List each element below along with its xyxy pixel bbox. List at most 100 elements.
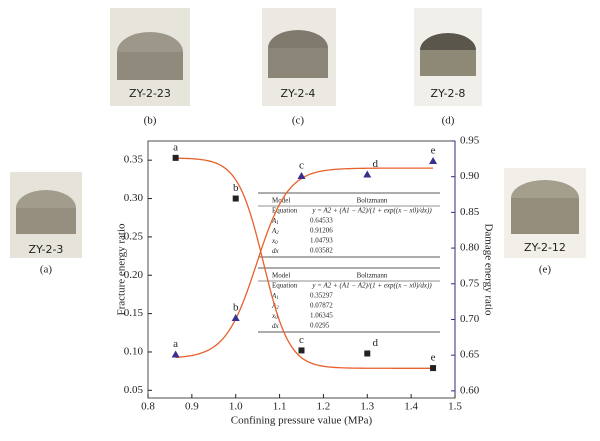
point-label: c	[299, 160, 304, 172]
specimen	[268, 48, 328, 78]
specimen	[16, 208, 76, 234]
table-key: x0	[271, 312, 278, 322]
square-marker	[430, 365, 437, 372]
photo-b	[110, 8, 190, 106]
photo-caption: (a)	[40, 264, 53, 276]
photo-tag: ZY-2-12	[524, 241, 566, 254]
point-label: e	[431, 145, 436, 157]
photo-caption: (c)	[292, 115, 305, 127]
triangle-marker	[231, 314, 240, 322]
y2-tick-label: 0.70	[460, 313, 480, 325]
photo-tag: ZY-2-3	[29, 243, 64, 256]
y-tick-label: 0.05	[124, 384, 144, 396]
photo-caption: (b)	[144, 115, 157, 127]
fit-curve	[175, 157, 434, 369]
y2-tick-label: 0.90	[460, 170, 480, 182]
triangle-marker	[363, 170, 372, 178]
point-label: c	[299, 334, 304, 346]
photo-caption: (e)	[539, 264, 552, 276]
table-value: y = A2 + (A1 − A2)/(1 + exp((x − x0)/dx)…	[311, 207, 432, 215]
photo-tag: ZY-2-4	[281, 87, 316, 100]
x-tick-label: 1.3	[360, 401, 374, 413]
param-name: A	[271, 292, 277, 300]
square-marker	[364, 350, 371, 357]
point-label: e	[431, 352, 436, 364]
x-tick-label: 1.5	[448, 401, 462, 413]
specimen	[511, 198, 579, 234]
point-label: d	[373, 158, 379, 170]
point-label: b	[233, 302, 239, 314]
photo-d	[414, 8, 482, 106]
table-value: 0.35297	[310, 292, 333, 300]
table-value: 1.06345	[310, 312, 333, 320]
square-marker	[298, 347, 305, 354]
y-tick-label: 0.25	[124, 230, 144, 242]
y2-tick-label: 0.95	[460, 135, 480, 147]
param-name: dx	[272, 247, 280, 255]
param-sub: 0	[275, 241, 278, 246]
param-sub: 2	[276, 231, 279, 236]
table-value: 0.07872	[310, 302, 333, 310]
y-tick-label: 0.20	[124, 269, 144, 281]
table-key: Model	[272, 272, 290, 280]
photo-c	[262, 8, 336, 106]
triangle-marker	[171, 350, 180, 358]
table-value: 0.64533	[310, 217, 333, 225]
y2-axis-label: Damage energy ratio	[482, 223, 494, 316]
x-tick-label: 0.8	[141, 401, 155, 413]
specimen	[117, 52, 183, 80]
x-tick-label: 1.0	[229, 401, 243, 413]
table-value: Boltzmann	[357, 197, 388, 205]
table-value: 0.0295	[310, 322, 330, 330]
photo-e	[504, 168, 586, 258]
photo-tag: ZY-2-8	[431, 87, 466, 100]
table-key: x0	[271, 237, 278, 247]
y2-tick-label: 0.75	[460, 277, 480, 289]
y2-tick-label: 0.80	[460, 242, 480, 254]
square-marker	[172, 154, 179, 161]
table-value: 1.04793	[310, 237, 333, 245]
x-tick-label: 0.9	[185, 401, 199, 413]
square-marker	[232, 195, 239, 202]
table-key: dx	[272, 322, 280, 330]
param-name: x	[271, 312, 276, 320]
y-axis-label: Fracture energy ratio	[116, 223, 128, 316]
photo-a	[10, 172, 82, 258]
param-sub: 1	[276, 296, 279, 301]
x-axis-label: Confining pressure value (MPa)	[231, 415, 373, 427]
x-tick-label: 1.1	[273, 401, 287, 413]
table-key: A2	[271, 227, 279, 237]
param-sub: 0	[275, 316, 278, 321]
y-tick-label: 0.35	[124, 154, 144, 166]
y2-tick-label: 0.60	[460, 384, 480, 396]
param-name: A	[271, 217, 277, 225]
point-label: b	[233, 182, 239, 194]
photo-caption: (d)	[442, 115, 455, 127]
y-tick-label: 0.15	[124, 307, 144, 319]
y2-tick-label: 0.85	[460, 206, 480, 218]
table-value: Boltzmann	[357, 272, 388, 280]
table-key: A1	[271, 217, 279, 227]
point-label: d	[373, 337, 379, 349]
table-key: Equation	[272, 282, 298, 290]
point-label: a	[173, 338, 178, 350]
table-key: A1	[271, 292, 279, 302]
param-sub: 1	[276, 221, 279, 226]
param-name: dx	[272, 322, 280, 330]
param-name: x	[271, 237, 276, 245]
point-label: a	[173, 141, 178, 153]
param-sub: 2	[276, 306, 279, 311]
table-value: y = A2 + (A1 − A2)/(1 + exp((x − x0)/dx)…	[311, 282, 432, 290]
y-tick-label: 0.30	[124, 192, 144, 204]
plot-frame	[147, 140, 456, 399]
fit-curve	[175, 167, 434, 359]
triangle-marker	[429, 156, 438, 164]
param-name: A	[271, 227, 277, 235]
table-key: dx	[272, 247, 280, 255]
triangle-marker	[297, 171, 306, 179]
table-key: Equation	[272, 207, 298, 215]
y-tick-label: 0.10	[124, 346, 144, 358]
y2-tick-label: 0.65	[460, 349, 480, 361]
table-value: 0.03582	[310, 247, 333, 255]
